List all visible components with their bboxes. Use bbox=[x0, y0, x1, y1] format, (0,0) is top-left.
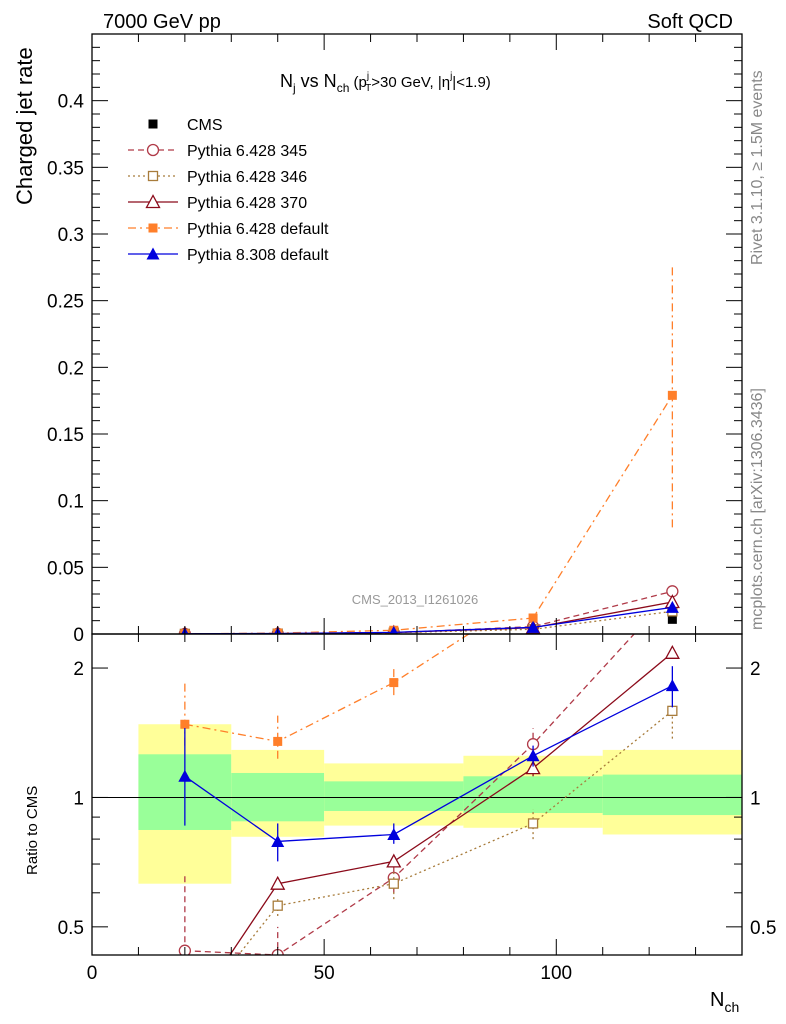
analysis-watermark: CMS_2013_I1261026 bbox=[352, 592, 479, 607]
band-green bbox=[602, 774, 742, 816]
ratio-point bbox=[526, 749, 540, 762]
legend-marker bbox=[148, 223, 158, 233]
legend-label: Pythia 6.428 370 bbox=[187, 195, 307, 212]
ratio-point bbox=[388, 878, 399, 889]
main-plot-area bbox=[178, 263, 680, 634]
ratio-ytick-label-right: 0.5 bbox=[750, 918, 776, 939]
data-point bbox=[667, 614, 677, 624]
side-text-top: Rivet 3.1.10, ≥ 1.5M events bbox=[749, 70, 766, 265]
ratio-point bbox=[178, 1016, 191, 1024]
main-ytick-label: 0.15 bbox=[47, 425, 84, 446]
legend-label: Pythia 8.308 default bbox=[187, 247, 329, 264]
band-green bbox=[324, 781, 464, 811]
side-text-bottom: mcplots.cern.ch [arXiv:1306.3436] bbox=[749, 388, 766, 630]
ratio-series-group bbox=[178, 588, 680, 1024]
header-left: 7000 GeV pp bbox=[103, 11, 221, 33]
main-title: Nj vs Nch (pj T>30 GeV, |ηj|<1.9) bbox=[280, 71, 491, 95]
main-ytick-label: 0.2 bbox=[58, 358, 84, 379]
ratio-point bbox=[389, 678, 399, 688]
legend-marker bbox=[147, 170, 159, 182]
legend-marker bbox=[146, 247, 160, 260]
ratio-ytick-label-right: 1 bbox=[750, 788, 761, 809]
ratio-point bbox=[270, 875, 286, 890]
legend: CMS Pythia 6.428 345 Pythia 6.428 346 Pythi… bbox=[128, 117, 329, 264]
legend-marker bbox=[146, 143, 160, 157]
data-point bbox=[528, 613, 538, 623]
axes: 0 0.05 0.1 0.15 0.2 0.25 0.3 0.35 0.4 0 50 100 0.5 0.… bbox=[47, 33, 776, 984]
legend-label: Pythia 6.428 default bbox=[187, 221, 329, 238]
ratio-plot-area bbox=[178, 588, 680, 1024]
legend-label: CMS bbox=[187, 117, 223, 134]
main-ytick-label: 0.25 bbox=[47, 292, 84, 313]
legend-label: Pythia 6.428 345 bbox=[187, 143, 307, 160]
ratio-point bbox=[527, 818, 539, 829]
ratio-xtick-label: 0 bbox=[87, 963, 98, 984]
data-point bbox=[389, 625, 399, 634]
main-series-group bbox=[178, 263, 680, 634]
band-green bbox=[463, 776, 603, 814]
ratio-ytick-label-left: 0.5 bbox=[58, 918, 84, 939]
ratio-point bbox=[665, 679, 679, 692]
main-ytick-label: 0.3 bbox=[58, 225, 84, 246]
header-right: Soft QCD bbox=[647, 11, 733, 33]
ratio-point bbox=[529, 588, 538, 597]
ratio-point bbox=[180, 1018, 189, 1024]
legend-marker bbox=[148, 119, 158, 129]
ratio-point bbox=[386, 853, 402, 868]
ratio-point bbox=[271, 834, 285, 847]
main-ytick-label: 0.4 bbox=[58, 92, 85, 113]
ratio-xtick-label: 50 bbox=[314, 963, 335, 984]
main-ytick-label: 0.05 bbox=[47, 558, 84, 579]
main-ytick-label: 0.1 bbox=[58, 492, 84, 513]
data-point bbox=[665, 600, 679, 613]
ratio-point bbox=[178, 769, 192, 782]
ratio-line bbox=[229, 652, 673, 955]
ratio-ylabel: Ratio to CMS bbox=[24, 786, 41, 875]
ratio-ytick-label-left: 2 bbox=[73, 659, 84, 680]
main-ytick-label: 0 bbox=[73, 625, 84, 646]
ratio-point bbox=[180, 719, 190, 729]
ratio-ytick-label-right: 2 bbox=[750, 659, 761, 680]
ratio-point bbox=[387, 827, 401, 840]
ratio-ytick-label-left: 1 bbox=[73, 788, 84, 809]
ratio-point bbox=[272, 900, 283, 911]
ratio-bands bbox=[92, 724, 742, 884]
legend-marker bbox=[145, 194, 161, 209]
ratio-point bbox=[664, 644, 680, 659]
main-ylabel: Charged jet rate bbox=[12, 47, 37, 205]
data-point bbox=[667, 390, 677, 400]
main-ytick-label: 0.35 bbox=[47, 158, 84, 179]
ratio-point bbox=[667, 705, 678, 717]
x-axis-label: Nch bbox=[710, 989, 739, 1015]
ratio-point bbox=[525, 760, 541, 775]
data-point bbox=[526, 620, 540, 633]
ratio-point bbox=[273, 736, 283, 746]
ratio-xtick-label: 100 bbox=[540, 963, 572, 984]
legend-label: Pythia 6.428 346 bbox=[187, 169, 307, 186]
